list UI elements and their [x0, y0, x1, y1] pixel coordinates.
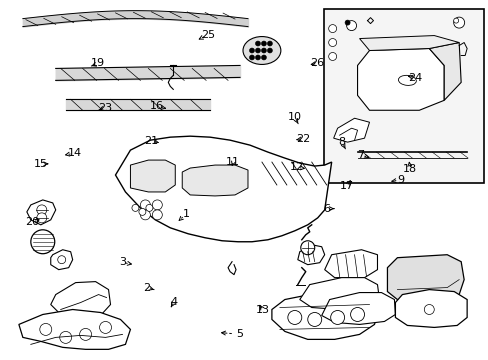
- Circle shape: [255, 48, 260, 53]
- Circle shape: [267, 48, 272, 53]
- Text: 1: 1: [182, 209, 189, 219]
- Polygon shape: [297, 245, 324, 265]
- Circle shape: [261, 41, 266, 46]
- Text: 5: 5: [236, 329, 243, 339]
- Text: 11: 11: [226, 157, 240, 167]
- Polygon shape: [182, 165, 247, 196]
- Text: 26: 26: [310, 58, 324, 68]
- Circle shape: [140, 200, 150, 210]
- Text: 16: 16: [149, 102, 163, 112]
- Polygon shape: [19, 310, 130, 349]
- Polygon shape: [51, 282, 110, 319]
- Circle shape: [58, 256, 65, 264]
- Polygon shape: [271, 289, 379, 339]
- Circle shape: [145, 204, 153, 211]
- Bar: [323, 9, 483, 183]
- Circle shape: [249, 55, 254, 60]
- Circle shape: [152, 210, 162, 220]
- Circle shape: [31, 230, 55, 254]
- Circle shape: [132, 204, 139, 211]
- Text: 25: 25: [201, 30, 215, 40]
- Text: 20: 20: [25, 217, 40, 227]
- Polygon shape: [27, 200, 56, 225]
- Circle shape: [249, 48, 254, 53]
- Polygon shape: [359, 36, 458, 50]
- Ellipse shape: [243, 37, 280, 64]
- Text: 18: 18: [402, 163, 416, 174]
- Polygon shape: [395, 289, 466, 328]
- Text: 15: 15: [34, 159, 48, 169]
- Circle shape: [346, 21, 356, 31]
- Text: 2: 2: [143, 283, 150, 293]
- Circle shape: [139, 208, 145, 215]
- Text: 21: 21: [143, 136, 158, 145]
- Text: 24: 24: [407, 73, 421, 83]
- Circle shape: [261, 48, 266, 53]
- Circle shape: [287, 310, 301, 324]
- Circle shape: [350, 307, 364, 321]
- Text: 7: 7: [356, 150, 363, 160]
- Circle shape: [37, 205, 47, 215]
- Circle shape: [330, 310, 344, 324]
- Text: 4: 4: [170, 297, 177, 307]
- Text: 8: 8: [338, 138, 345, 147]
- Polygon shape: [357, 49, 443, 110]
- Text: 23: 23: [99, 103, 113, 113]
- Text: 22: 22: [295, 134, 309, 144]
- Circle shape: [453, 18, 458, 23]
- Circle shape: [152, 200, 162, 210]
- Text: 14: 14: [68, 148, 82, 158]
- Circle shape: [255, 41, 260, 46]
- Text: 19: 19: [91, 58, 105, 68]
- Text: 13: 13: [256, 305, 269, 315]
- Polygon shape: [321, 293, 395, 324]
- Polygon shape: [51, 250, 73, 270]
- Circle shape: [255, 55, 260, 60]
- Circle shape: [40, 323, 52, 336]
- Circle shape: [80, 328, 91, 340]
- Polygon shape: [333, 118, 369, 142]
- Circle shape: [261, 55, 266, 60]
- Circle shape: [453, 17, 464, 28]
- Text: 6: 6: [322, 204, 329, 214]
- Polygon shape: [386, 255, 463, 300]
- Circle shape: [328, 24, 336, 32]
- Circle shape: [60, 332, 72, 343]
- Polygon shape: [324, 250, 377, 278]
- Circle shape: [100, 321, 111, 333]
- Circle shape: [307, 312, 321, 327]
- Text: 17: 17: [339, 181, 353, 192]
- Circle shape: [140, 210, 150, 220]
- Circle shape: [328, 53, 336, 60]
- Text: 10: 10: [287, 112, 301, 122]
- Polygon shape: [299, 278, 379, 310]
- Text: 3: 3: [119, 257, 126, 267]
- Polygon shape: [428, 42, 460, 100]
- Circle shape: [267, 41, 272, 46]
- Circle shape: [300, 241, 314, 255]
- Text: 12: 12: [289, 162, 304, 172]
- Polygon shape: [115, 136, 331, 242]
- Text: 9: 9: [396, 175, 403, 185]
- Circle shape: [424, 305, 433, 315]
- Circle shape: [328, 39, 336, 46]
- Ellipse shape: [398, 75, 415, 85]
- Circle shape: [345, 20, 349, 25]
- Polygon shape: [130, 160, 175, 192]
- Circle shape: [37, 213, 47, 223]
